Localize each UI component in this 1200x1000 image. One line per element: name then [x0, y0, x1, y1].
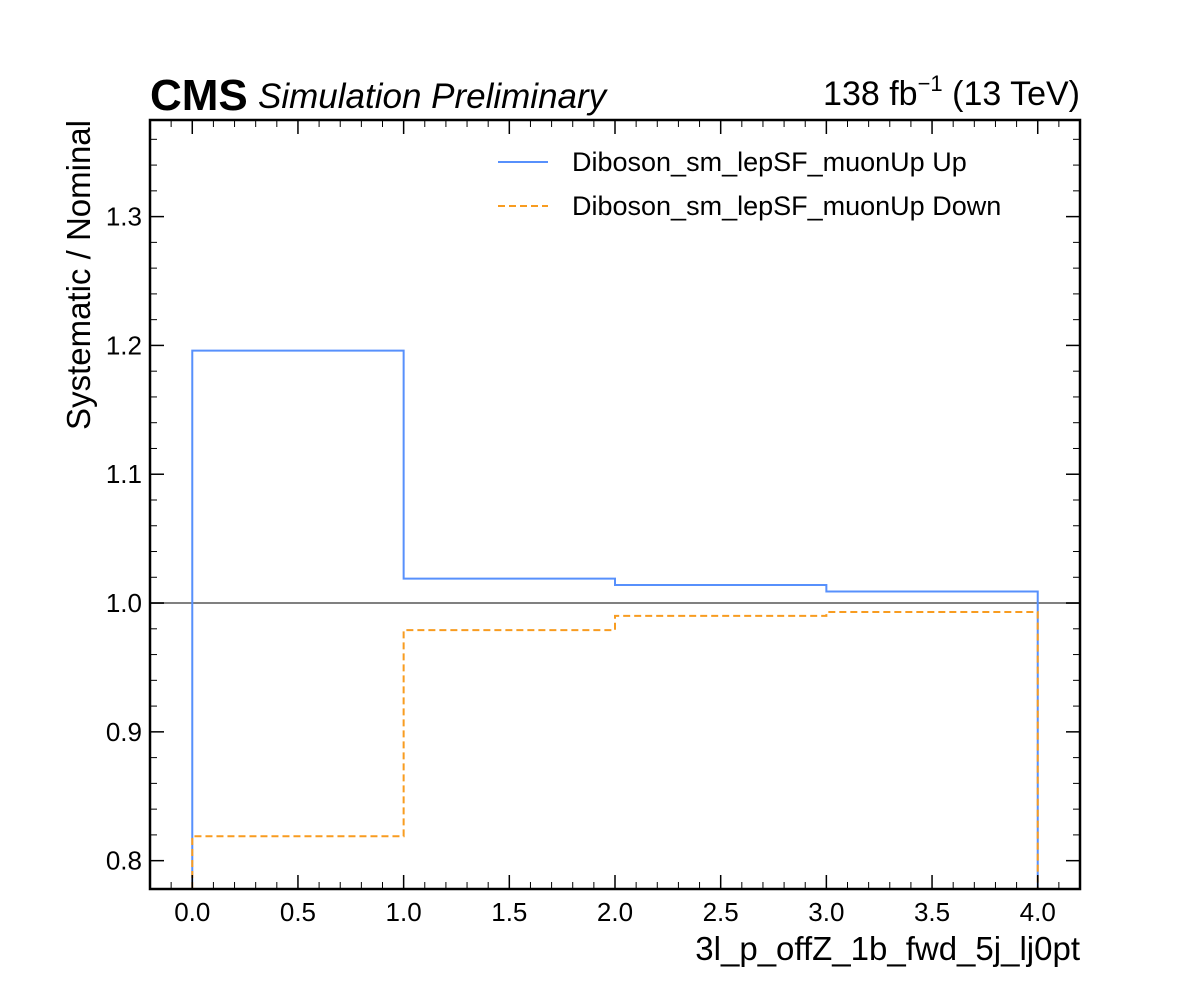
x-tick-label: 4.0: [1020, 897, 1056, 927]
experiment-label: CMS: [150, 71, 248, 120]
y-tick-label: 1.1: [106, 459, 142, 489]
plot-frame: [148, 118, 1082, 891]
legend-label-0: Diboson_sm_lepSF_muonUp Up: [572, 147, 967, 177]
series-line-0: [191, 349, 1039, 889]
y-axis-label: Systematic / Nominal: [60, 120, 97, 430]
y-tick-label: 0.8: [106, 846, 142, 876]
legend: Diboson_sm_lepSF_muonUp Up Diboson_sm_lep…: [498, 147, 1001, 221]
y-tick-label: 0.9: [106, 717, 142, 747]
x-tick-label: 3.0: [808, 897, 844, 927]
y-tick-label: 1.2: [106, 330, 142, 360]
series-layer: [191, 349, 1039, 889]
lumi-label: 138 fb−1 (13 TeV): [823, 71, 1080, 113]
x-tick-label: 3.5: [914, 897, 950, 927]
y-tick-label: 1.3: [106, 202, 142, 232]
status-label: Simulation Preliminary: [258, 77, 609, 116]
x-tick-label: 0.5: [280, 897, 316, 927]
x-axis-label: 3l_p_offZ_1b_fwd_5j_lj0pt: [695, 930, 1080, 967]
y-tick-label: 1.0: [106, 588, 142, 618]
x-tick-label: 1.0: [386, 897, 422, 927]
ticks-layer: 0.0 0.5 1.0 1.5 2.0 2.5 3.0 3.5 4.0 0.8 0.9 1.0 1.1 1…: [106, 120, 1080, 927]
x-tick-label: 0.0: [174, 897, 210, 927]
series-line-1: [191, 611, 1039, 889]
x-tick-label: 1.5: [491, 897, 527, 927]
legend-label-1: Diboson_sm_lepSF_muonUp Down: [572, 191, 1001, 221]
x-tick-label: 2.0: [597, 897, 633, 927]
x-tick-label: 2.5: [703, 897, 739, 927]
